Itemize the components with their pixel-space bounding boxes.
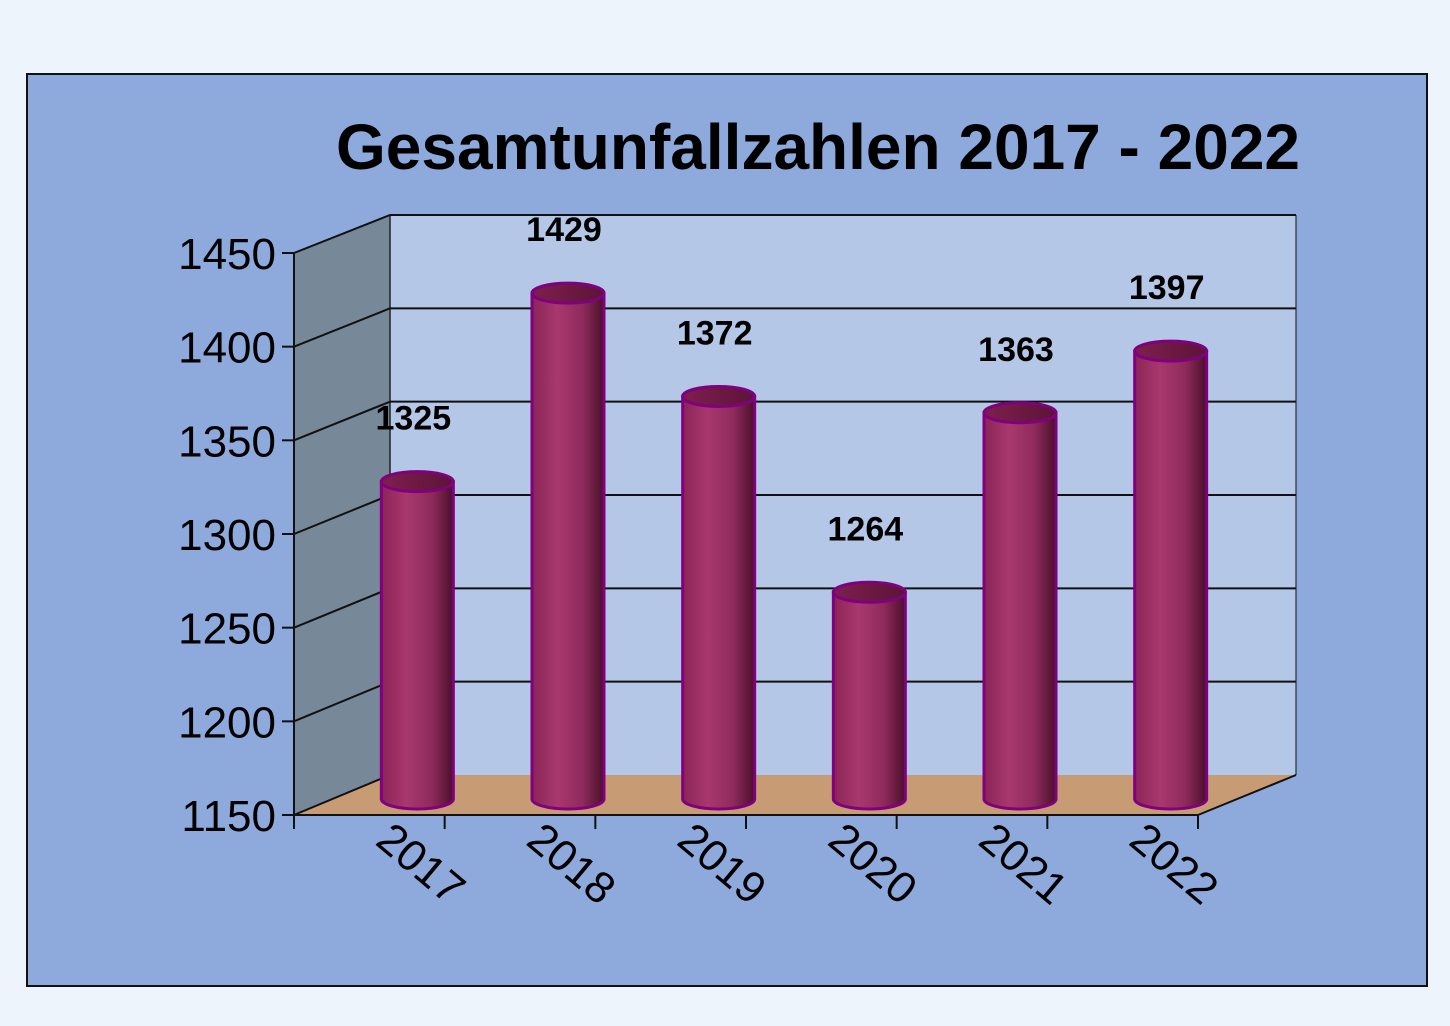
data-label: 1325 [376, 400, 452, 438]
bar-2017 [379, 470, 455, 811]
x-tick-label: 2020 [819, 814, 925, 914]
bar-2021 [982, 401, 1058, 811]
y-tick-label: 1200 [178, 698, 276, 747]
side-gridline [293, 494, 391, 535]
bar-cap [831, 580, 907, 604]
side-gridline [293, 307, 391, 348]
bar-cap [379, 470, 455, 494]
bar-body [379, 480, 455, 811]
data-label: 1397 [1129, 269, 1205, 307]
bar-2018 [530, 281, 606, 811]
x-tick-label: 2022 [1121, 814, 1227, 914]
side-gridline [293, 587, 391, 629]
data-label: 1429 [526, 211, 602, 249]
side-gridline [293, 214, 391, 254]
data-label: 1363 [978, 331, 1054, 369]
floor-edge [1197, 774, 1297, 816]
bar-body [681, 394, 757, 811]
side-gridline [293, 400, 391, 442]
data-label: 1264 [828, 510, 904, 548]
bar-2019 [681, 384, 757, 811]
bar-cap [530, 281, 606, 305]
y-axis-ticks: 1450 1400 1350 1300 1250 1200 1150 [178, 230, 294, 841]
x-tick-label: 2017 [367, 814, 473, 914]
bar-body [1133, 349, 1209, 811]
bar-cap [681, 384, 757, 408]
x-tick-label: 2019 [669, 814, 775, 914]
chart-frame: Gesamtunfallzahlen 2017 - 2022 1450 1400 1… [26, 73, 1428, 987]
bar-body [831, 590, 907, 811]
data-label: 1372 [677, 314, 753, 352]
bar-cap [1133, 339, 1209, 363]
bar-body [982, 411, 1058, 811]
bars: 1325 1429 1372 1264 1363 1397 [376, 211, 1209, 811]
bar-cap [982, 401, 1058, 425]
y-tick-label: 1350 [178, 417, 276, 466]
chart-title: Gesamtunfallzahlen 2017 - 2022 [336, 111, 1300, 183]
x-axis-ticks: 2017 2018 2019 2020 2021 2022 [293, 814, 1227, 914]
x-tick-label: 2021 [970, 814, 1076, 914]
side-gridline [293, 774, 391, 816]
bar-2022 [1133, 339, 1209, 811]
y-tick-label: 1300 [178, 511, 276, 560]
bar-2020 [831, 580, 907, 811]
bar-body [530, 291, 606, 811]
y-tick-label: 1400 [178, 324, 276, 373]
y-tick-label: 1150 [181, 792, 276, 841]
x-tick-label: 2018 [518, 814, 624, 914]
y-tick-label: 1250 [178, 605, 276, 654]
y-tick-label: 1450 [178, 230, 276, 279]
chart-svg: Gesamtunfallzahlen 2017 - 2022 145014001… [178, 111, 1300, 914]
side-gridline [293, 680, 391, 723]
